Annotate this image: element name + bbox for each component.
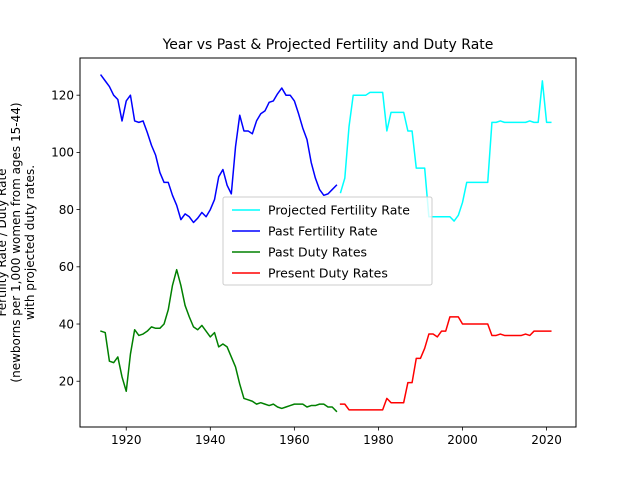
y-tick-label: 80 [59,203,74,217]
x-tick-label: 2000 [447,433,478,447]
y-axis-label: Fertility Rate / Duty Rate (newborns per… [0,102,37,382]
legend-label-1: Projected Fertility Rate [268,203,410,218]
series-line-3 [100,268,338,413]
legend-label-2: Past Fertility Rate [268,224,378,239]
y-axis-label-line-3: with projected duty rates. [23,165,37,320]
y-axis-label-line-1: Fertility Rate / Duty Rate [0,168,9,316]
y-tick-label: 20 [59,375,74,389]
x-tick-label: 1980 [363,433,394,447]
x-tick-label: 1920 [111,433,142,447]
y-axis-label-line-2: (newborns per 1,000 women from ages 15-4… [9,102,23,382]
series-line-4 [339,316,552,411]
legend-label-4: Present Duty Rates [268,266,388,281]
y-tick-label: 120 [51,88,74,102]
y-tick-label: 40 [59,317,74,331]
legend-label-3: Past Duty Rates [268,245,367,260]
series-line-2 [99,74,338,224]
legend: Projected Fertility Rate Past Fertility R… [222,196,433,286]
legend-box [222,196,433,286]
x-tick-label: 1960 [279,433,310,447]
series-line-1 [339,80,552,222]
x-axis: 1920 1940 1960 1980 2000 2020 [111,427,562,447]
plot-area [99,74,552,413]
x-tick-label: 2020 [531,433,562,447]
chart-title: Year vs Past & Projected Fertility and D… [162,37,494,53]
axes-frame [79,57,577,428]
y-axis: 20 40 60 80 100 120 [51,88,80,389]
x-tick-label: 1940 [195,433,226,447]
y-tick-label: 100 [51,146,74,160]
y-tick-label: 60 [59,260,74,274]
